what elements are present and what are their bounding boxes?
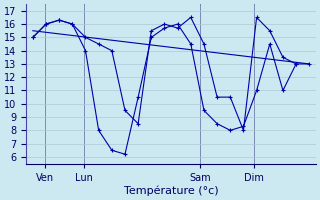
X-axis label: Température (°c): Température (°c): [124, 185, 218, 196]
